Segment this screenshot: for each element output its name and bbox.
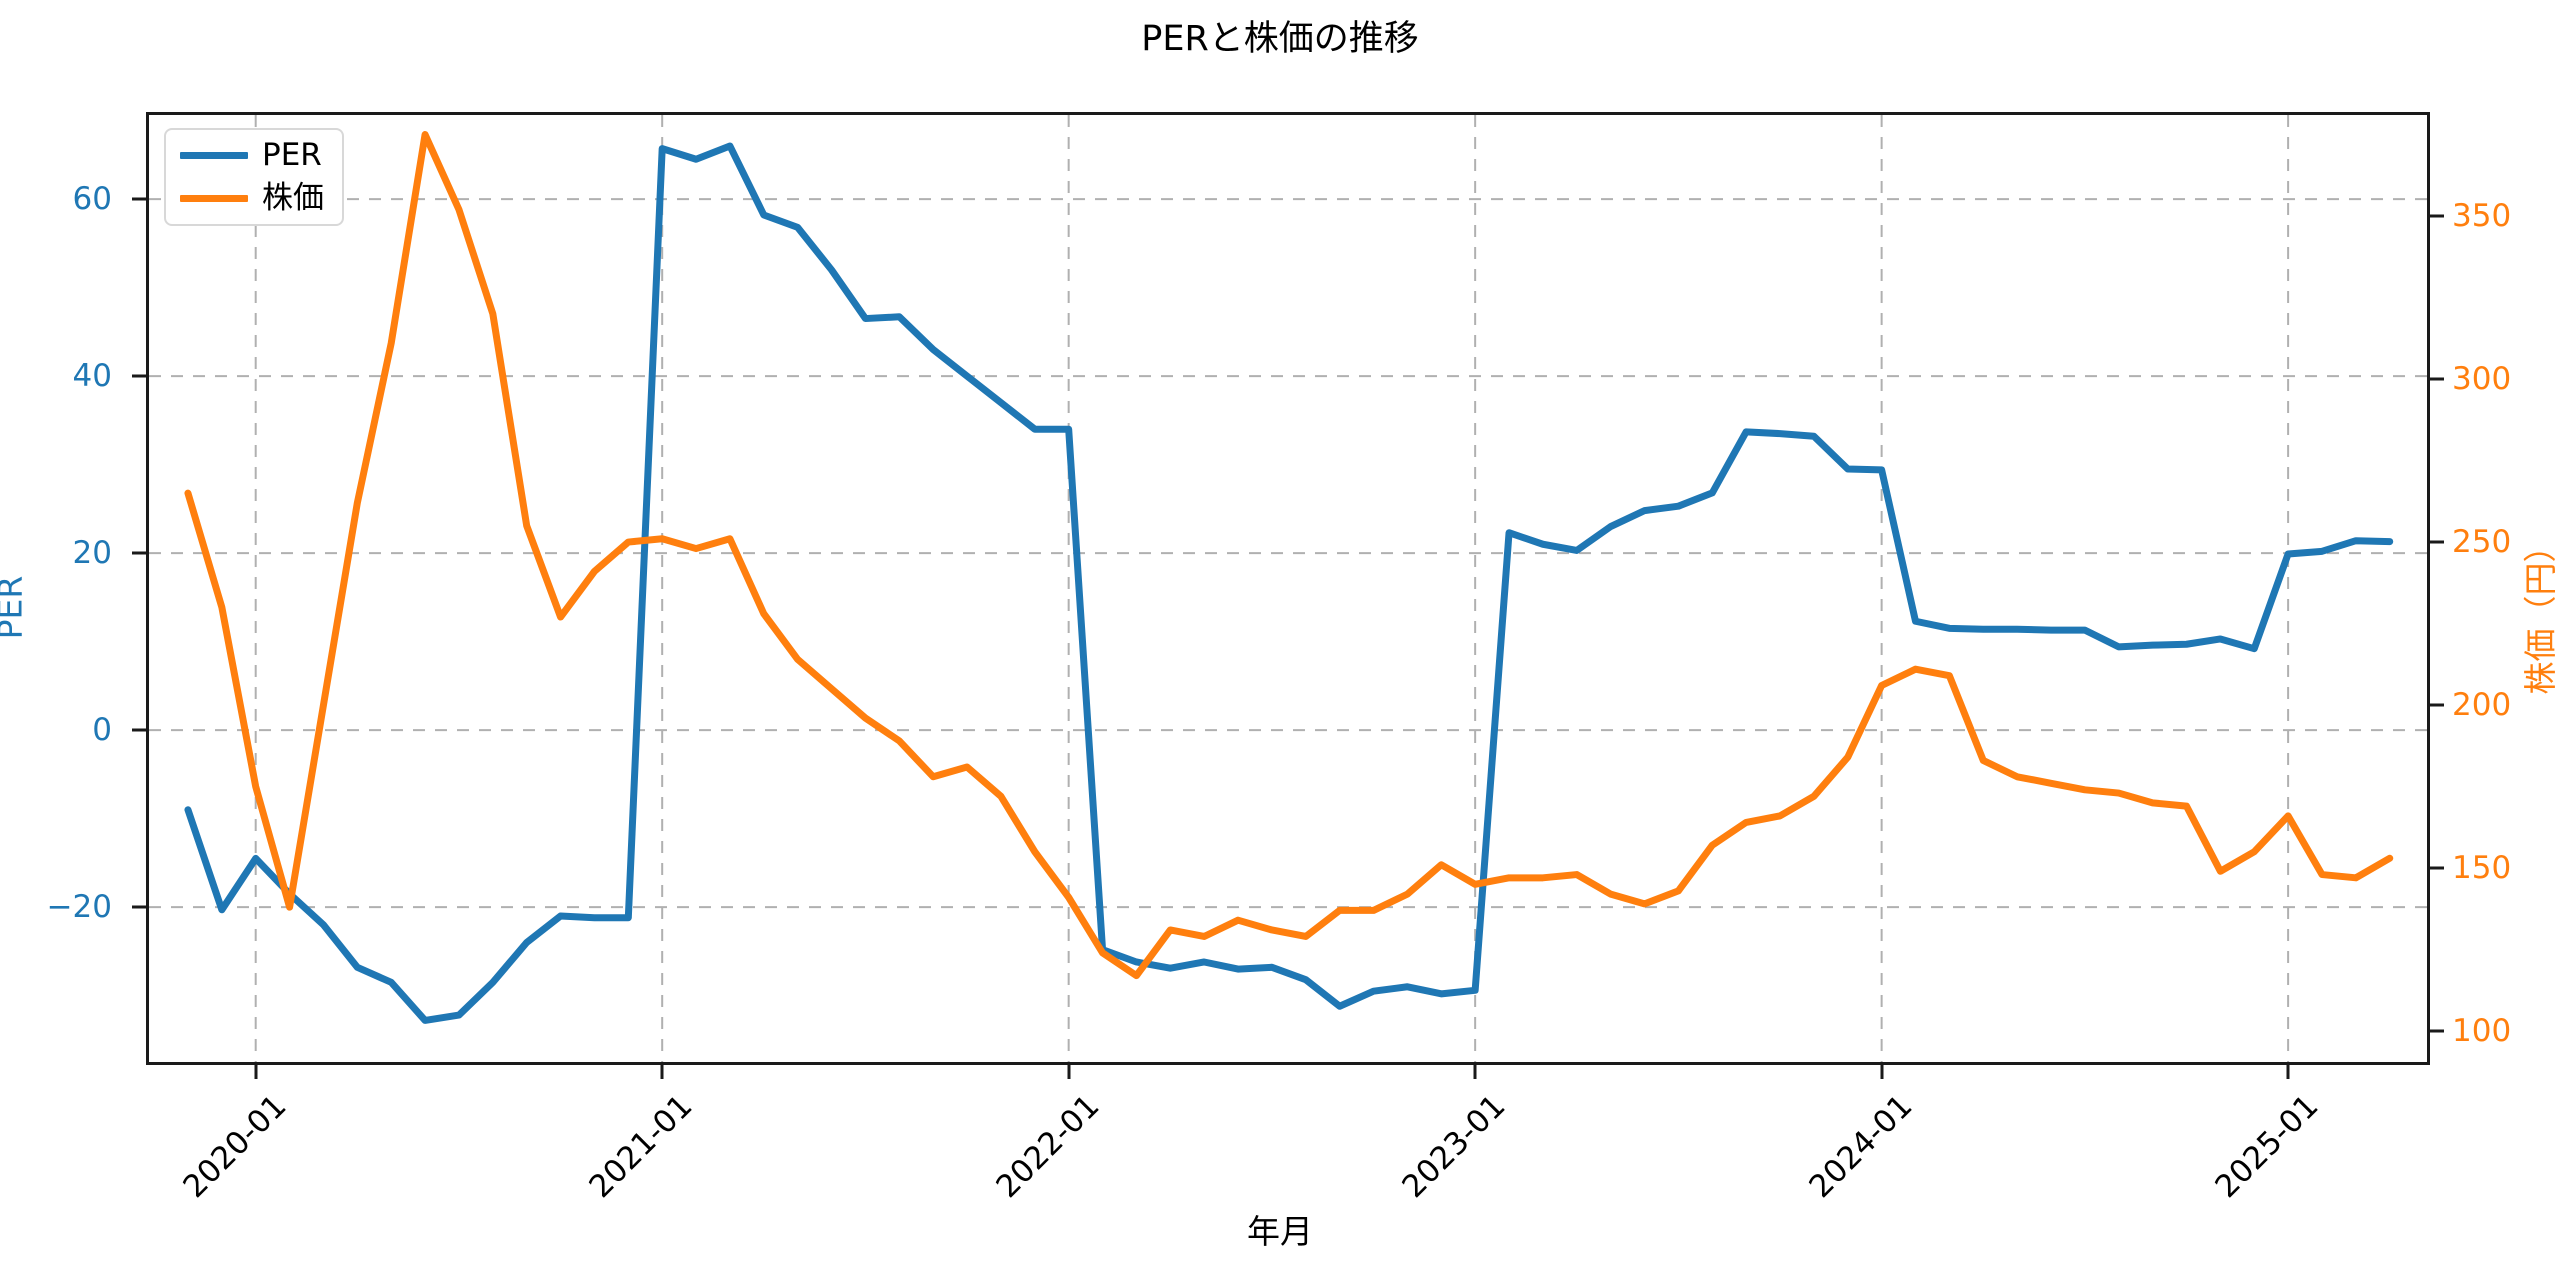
x-axis-tick-label: 2025-01 [2208,1088,2326,1206]
x-axis-tick-mark [254,1065,258,1079]
gridlines [149,115,2427,1062]
chart-title: PERと株価の推移 [1141,19,1419,59]
x-axis-tick-label: 2020-01 [176,1088,294,1206]
x-axis-tick-label: 2022-01 [989,1088,1107,1206]
legend-item-label: 株価 [262,180,324,216]
y-axis-right-tick-label: 200 [2452,687,2512,724]
legend-item-PER[interactable]: PER [180,140,324,171]
x-axis-tick-mark [2286,1065,2290,1079]
x-axis-tick-label: 2023-01 [1395,1088,1513,1206]
y-axis-left-tick-mark [132,728,146,732]
x-axis-tick-mark [1067,1065,1071,1079]
chart-legend: PER 株価 [164,128,344,226]
y-axis-left-tick-label: −20 [46,889,112,926]
y-axis-left-tick-label: 0 [92,712,112,749]
y-axis-left-tick-mark [132,551,146,555]
y-axis-left-tick-label: 60 [72,181,112,218]
y-axis-right-tick-mark [2430,214,2444,218]
y-axis-left-tick-label: 40 [72,358,112,395]
y-axis-left-tick-mark [132,197,146,201]
x-axis-label: 年月 [1247,1212,1313,1251]
x-axis-tick-label: 2021-01 [582,1088,700,1206]
x-axis-tick-label: 2024-01 [1802,1088,1920,1206]
y-axis-right-tick-mark [2430,377,2444,381]
y-axis-right-tick-label: 350 [2452,198,2512,235]
legend-item-label: PER [262,137,322,173]
y-axis-right-tick-mark [2430,866,2444,870]
series-line-株価 [184,131,2394,980]
y-axis-left-tick-mark [132,374,146,378]
y-axis-left-tick-mark [132,905,146,909]
legend-swatch-icon [180,152,248,159]
y-axis-right-tick-label: 150 [2452,850,2512,887]
series-line-PER [184,142,2394,1024]
y-axis-right-tick-label: 250 [2452,524,2512,561]
plot-lines [149,115,2427,1062]
plot-area [146,112,2430,1065]
x-axis-tick-mark [1880,1065,1884,1079]
x-axis-tick-mark [1473,1065,1477,1079]
y-axis-right-label: 株価（円） [2521,529,2560,695]
x-axis-tick-mark [660,1065,664,1079]
series-lines [184,131,2394,1024]
y-axis-right-tick-label: 300 [2452,361,2512,398]
legend-item-株価[interactable]: 株価 [180,183,324,214]
y-axis-left-tick-label: 20 [72,535,112,572]
legend-swatch-icon [180,195,248,202]
y-axis-left-label: PER [0,575,30,640]
y-axis-right-tick-mark [2430,1029,2444,1033]
y-axis-right-tick-mark [2430,540,2444,544]
y-axis-right-tick-label: 100 [2452,1013,2512,1050]
y-axis-right-tick-mark [2430,703,2444,707]
